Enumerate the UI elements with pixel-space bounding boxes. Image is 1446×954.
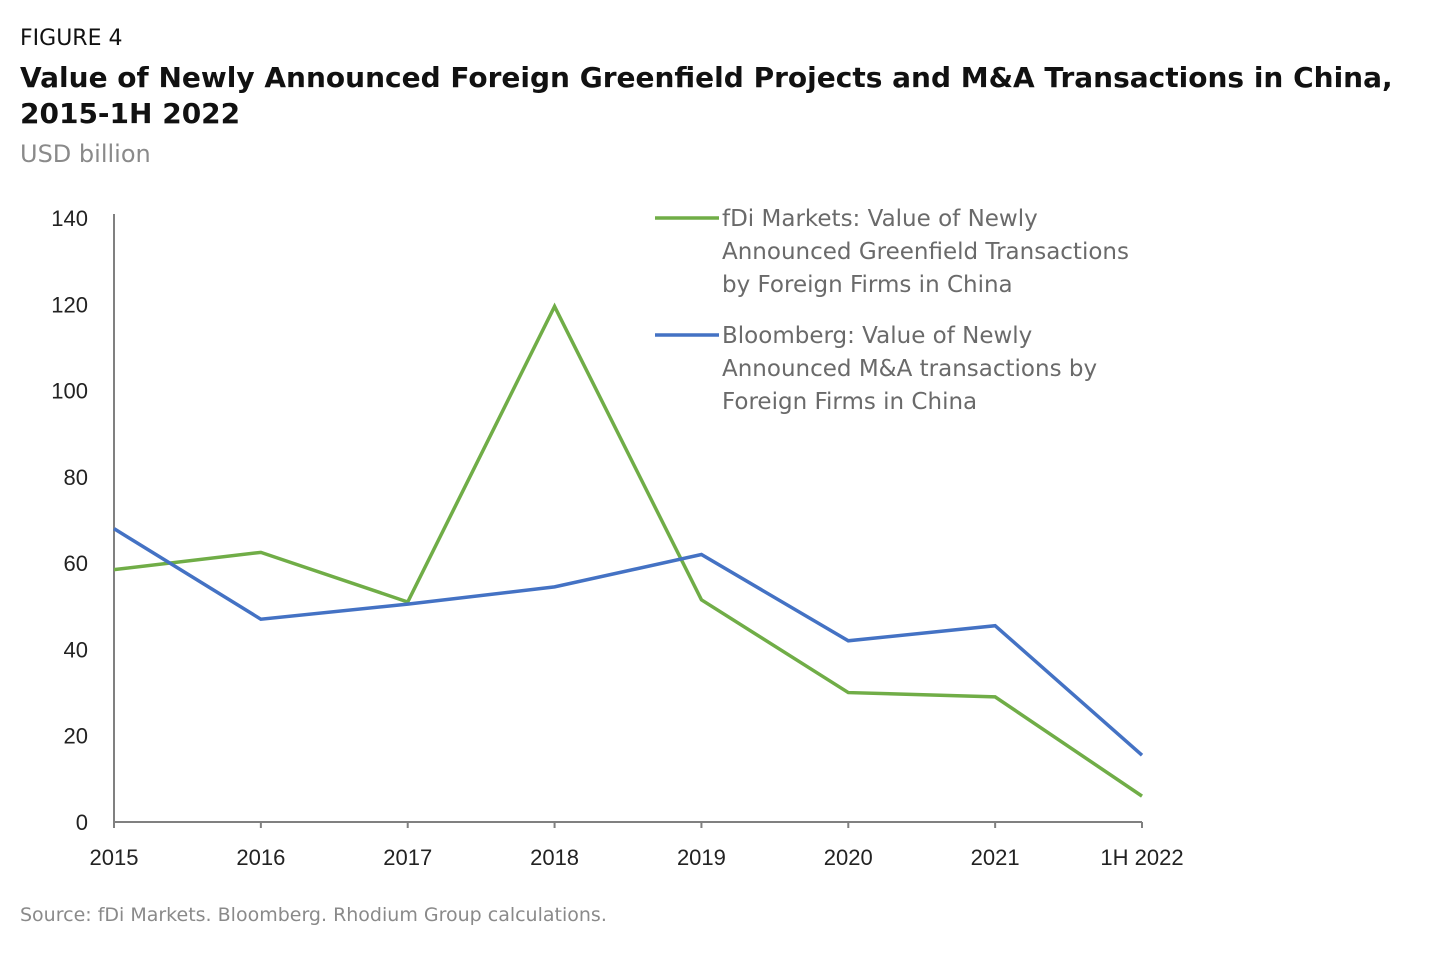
x-tick-label: 1H 2022 <box>1100 845 1183 870</box>
y-tick-label: 0 <box>76 810 88 835</box>
y-tick-label: 60 <box>64 551 88 576</box>
y-tick-label: 20 <box>64 724 88 749</box>
series-line-2 <box>113 527 1144 757</box>
legend-label: Announced M&A transactions by <box>722 356 1097 382</box>
x-tick-label: 2018 <box>530 845 579 870</box>
legend: fDi Markets: Value of Newly Announced Gre… <box>655 206 1129 415</box>
x-tick-label: 2015 <box>90 845 139 870</box>
legend-label: Announced Greenfield Transactions <box>722 239 1129 265</box>
x-tick-label: 2020 <box>824 845 873 870</box>
x-tick-label: 2016 <box>236 845 285 870</box>
y-tick-label: 80 <box>64 465 88 490</box>
x-tick-label: 2019 <box>677 845 726 870</box>
y-tick-label: 140 <box>51 206 88 231</box>
legend-label: by Foreign Firms in China <box>722 272 1013 298</box>
series-lines <box>113 302 1144 798</box>
legend-label: Bloomberg: Value of Newly <box>722 323 1032 349</box>
y-tick-label: 100 <box>51 379 88 404</box>
y-tick-label: 120 <box>51 292 88 317</box>
y-tick-label: 40 <box>64 637 88 662</box>
legend-label: Foreign Firms in China <box>722 389 977 415</box>
series-line-1 <box>113 302 1143 798</box>
y-tick-labels: 0 20 40 60 80 100 120 140 <box>51 206 88 835</box>
chart-axes <box>113 214 1143 828</box>
x-tick-label: 2017 <box>383 845 432 870</box>
legend-label: fDi Markets: Value of Newly <box>722 206 1038 232</box>
y-axis-unit-label: USD billion <box>20 140 151 168</box>
chart-title: Value of Newly Announced Foreign Greenfi… <box>20 61 1393 130</box>
x-tick-labels: 2015 2016 2017 2018 2019 2020 2021 1H 2022 <box>90 845 1184 870</box>
figure-label: FIGURE 4 <box>20 26 123 51</box>
x-tick-label: 2021 <box>971 845 1020 870</box>
source-note: Source: fDi Markets. Bloomberg. Rhodium … <box>20 904 607 926</box>
